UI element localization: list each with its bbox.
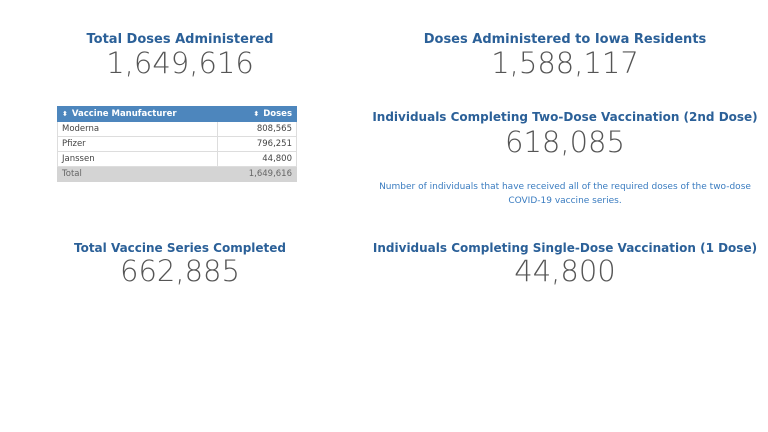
iowa-doses-card: Doses Administered to Iowa Residents 1,5… [370, 32, 760, 79]
total-row: Total 1,649,616 [57, 166, 297, 182]
total-label: Total [57, 166, 218, 182]
manufacturer-cell: Janssen [57, 151, 218, 167]
manufacturer-table: ⬍ Vaccine Manufacturer ⬍ Doses Moderna 808,… [57, 106, 297, 182]
single-dose-value: 44,800 [514, 254, 616, 288]
total-doses-title: Total Doses Administered [86, 32, 274, 47]
doses-cell: 796,251 [217, 136, 297, 152]
doses-cell: 44,800 [217, 151, 297, 167]
two-dose-value: 618,085 [505, 125, 625, 159]
single-dose-card: Individuals Completing Single-Dose Vacci… [370, 241, 760, 287]
table-row: Moderna 808,565 [57, 121, 297, 137]
two-dose-note: Number of individuals that have received… [379, 182, 751, 206]
iowa-doses-value: 1,588,117 [491, 46, 639, 80]
doses-cell: 808,565 [217, 121, 297, 137]
iowa-doses-title: Doses Administered to Iowa Residents [423, 32, 707, 47]
single-dose-title: Individuals Completing Single-Dose Vacci… [372, 241, 758, 255]
series-completed-value: 662,885 [120, 254, 240, 288]
doses-header-label: Doses [263, 109, 292, 119]
sort-icon[interactable]: ⬍ [253, 110, 260, 118]
manufacturer-header[interactable]: ⬍ Vaccine Manufacturer [57, 106, 218, 122]
table-row: Pfizer 796,251 [57, 136, 297, 152]
manufacturer-cell: Moderna [57, 121, 218, 137]
series-completed-title: Total Vaccine Series Completed [73, 241, 287, 255]
doses-header[interactable]: ⬍ Doses [217, 106, 297, 122]
sort-icon[interactable]: ⬍ [62, 110, 68, 118]
manufacturer-cell: Pfizer [57, 136, 218, 152]
manufacturer-header-label: Vaccine Manufacturer [71, 109, 177, 119]
two-dose-title: Individuals Completing Two-Dose Vaccinat… [372, 110, 758, 124]
total-value: 1,649,616 [217, 166, 297, 182]
total-doses-value: 1,649,616 [106, 46, 254, 80]
total-doses-card: Total Doses Administered 1,649,616 [60, 32, 300, 79]
table-row: Janssen 44,800 [57, 151, 297, 167]
two-dose-card: Individuals Completing Two-Dose Vaccinat… [370, 110, 760, 158]
series-completed-card: Total Vaccine Series Completed 662,885 [50, 241, 310, 287]
